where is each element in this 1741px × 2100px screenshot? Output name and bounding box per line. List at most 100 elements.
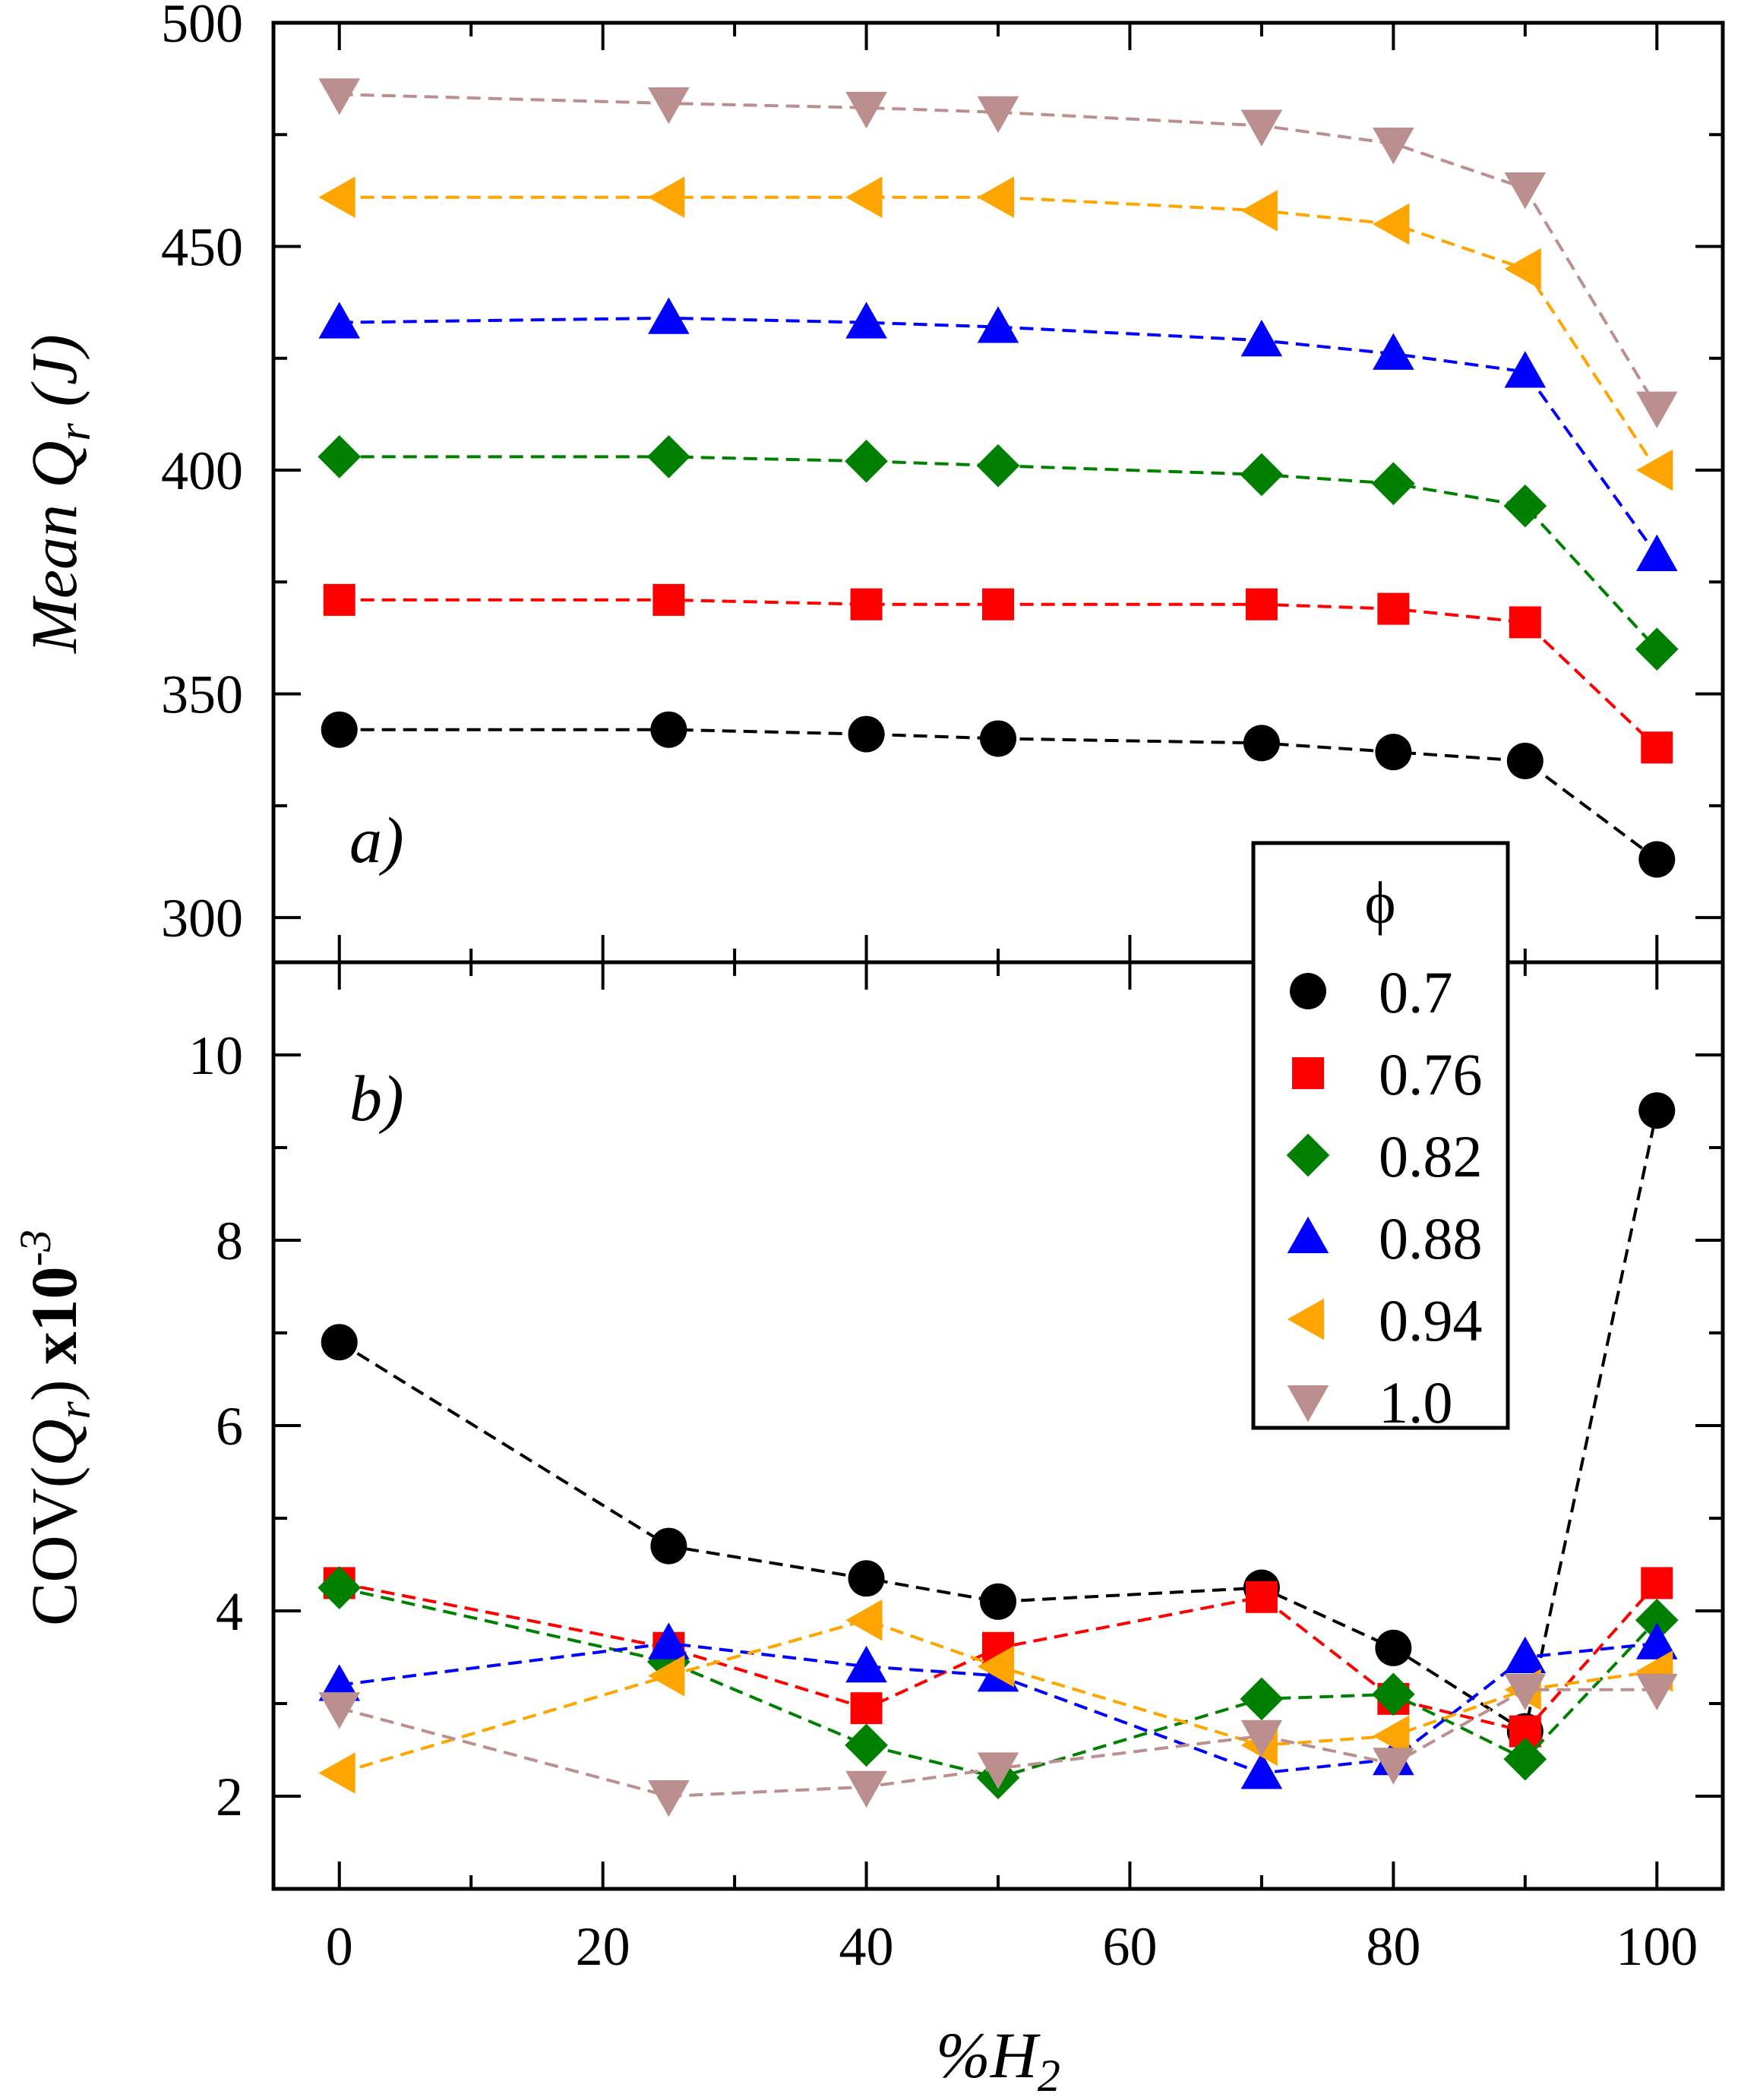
- panel-a-y-axis-title: Mean Qr (J): [17, 334, 100, 655]
- panel-a-point-0.82: [1372, 462, 1415, 506]
- panel-b-point-0.94: [1373, 1715, 1410, 1757]
- panel-b-point-1.0: [1635, 1673, 1678, 1710]
- panel-a-point-0.88: [318, 302, 361, 339]
- panel-a-series-line-1.0: [339, 93, 1658, 409]
- panel-b-point-0.7: [980, 1583, 1016, 1620]
- panel-b-ylabel-sub: r: [49, 1401, 100, 1419]
- xlabel-h: H: [990, 2019, 1041, 2092]
- panel-a: 300 350 400 450 500: [161, 0, 1723, 962]
- panel-a-point-0.82: [647, 435, 690, 478]
- panel-b-series-line-0.7: [338, 1110, 1659, 1734]
- panel-a-ylabel-sub: r: [49, 422, 100, 441]
- panel-b-y-axis-title: COV(Qr) x10-3: [11, 1230, 100, 1626]
- panel-a-point-0.82: [1503, 484, 1547, 528]
- panel-b-point-1.0: [977, 1752, 1019, 1789]
- panel-a-point-0.88: [1373, 333, 1414, 370]
- panel-b-series-line-0.82: [339, 1586, 1658, 1779]
- panel-b-ytick-label: 8: [216, 1211, 243, 1271]
- panel-a-series-line-0.82: [339, 455, 1658, 651]
- panel-a-point-0.76: [982, 588, 1014, 621]
- panel-a-point-1.0: [318, 78, 361, 115]
- panel-a-ytick-label: 450: [161, 217, 243, 278]
- panel-a-point-0.7: [848, 715, 885, 753]
- legend-box: [1251, 841, 1510, 1430]
- panel-b-point-0.82: [318, 1566, 362, 1609]
- panel-a-point-0.82: [976, 444, 1020, 488]
- legend: ϕ 0.7 0.76 0.82 0.88 0.94 1.0: [1251, 841, 1510, 1435]
- panel-a-point-0.82: [1240, 453, 1284, 497]
- panel-a-ylabel-post: (J): [17, 334, 90, 423]
- panel-a-point-0.94: [1635, 449, 1673, 491]
- panel-a-point-0.94: [1240, 190, 1278, 232]
- panel-b-ytick-label: 10: [188, 1025, 243, 1086]
- panel-b-series-line-1.0: [339, 1688, 1657, 1798]
- panel-a-ylabel-q: Q: [17, 441, 90, 488]
- panel-a-point-1.0: [1373, 128, 1414, 165]
- panel-b-point-1.0: [648, 1780, 690, 1817]
- panel-a-point-0.94: [977, 176, 1014, 219]
- panel-a-point-0.88: [648, 297, 690, 334]
- xlabel-pre: %: [936, 2019, 991, 2092]
- panel-a-ytick-label: 500: [161, 0, 243, 54]
- panel-a-point-0.94: [648, 176, 685, 219]
- legend-title: ϕ: [1364, 870, 1395, 936]
- panel-b-ylabel-pre: COV(: [17, 1467, 90, 1626]
- panel-b-label: b): [349, 1062, 404, 1135]
- panel-a-point-0.7: [980, 720, 1016, 757]
- panel-b-ylabel-sup: -3: [11, 1230, 60, 1266]
- panel-a-point-1.0: [1635, 391, 1678, 428]
- panel-b-point-0.76: [850, 1692, 883, 1725]
- panel-a-point-0.94: [1373, 203, 1410, 245]
- panel-a-point-0.7: [1243, 725, 1280, 762]
- panel-b-ylabel-post: ): [17, 1380, 90, 1402]
- panel-a-point-1.0: [1504, 172, 1547, 210]
- panel-a-point-0.76: [652, 583, 685, 616]
- panel-a-point-1.0: [977, 96, 1019, 134]
- x-tick-label: 40: [839, 1916, 894, 1977]
- panel-a-point-0.7: [1638, 841, 1676, 878]
- panel-a-point-0.82: [1635, 627, 1679, 671]
- panel-a-point-0.76: [850, 588, 883, 621]
- panel-b-point-0.82: [1240, 1677, 1284, 1721]
- panel-b-ylabel-mult: x10: [17, 1267, 90, 1365]
- panel-a-ytick-label: 400: [161, 441, 243, 501]
- panel-a-point-1.0: [845, 91, 887, 129]
- panel-b-point-0.94: [845, 1599, 883, 1641]
- panel-b-point-0.82: [1372, 1672, 1415, 1716]
- panel-b-series-line-0.76: [339, 1581, 1658, 1733]
- panel-a-ytick-label: 350: [161, 665, 243, 725]
- legend-items: 0.7 0.76 0.82 0.88 0.94 1.0: [1286, 959, 1483, 1435]
- x-tick-label: 0: [326, 1916, 353, 1977]
- legend-label-0.7: 0.7: [1379, 959, 1453, 1025]
- panel-b-point-1.0: [845, 1770, 887, 1808]
- legend-label-0.76: 0.76: [1379, 1041, 1483, 1107]
- panel-b-point-1.0: [1373, 1748, 1414, 1785]
- panel-a-series-line-0.88: [339, 316, 1658, 557]
- panel-a-point-0.7: [1375, 734, 1412, 771]
- panel-a-point-0.82: [318, 435, 362, 478]
- panel-a-point-0.94: [845, 176, 883, 219]
- panel-a-point-0.7: [650, 711, 687, 748]
- panel-b-ytick-label: 4: [216, 1581, 243, 1642]
- panel-a-label: a): [349, 804, 404, 876]
- panel-a-point-0.82: [845, 439, 888, 483]
- panel-b-point-0.88: [1240, 1752, 1283, 1789]
- panel-b-point-1.0: [1504, 1673, 1547, 1710]
- panel-a-point-0.88: [1504, 351, 1547, 388]
- panel-b-point-0.94: [318, 1752, 355, 1794]
- legend-marker-0.76: [1292, 1057, 1324, 1089]
- panel-b-point-0.7: [650, 1527, 687, 1565]
- panel-b-ytick-label: 6: [216, 1396, 243, 1457]
- legend-marker-0.88: [1287, 1216, 1329, 1253]
- panel-b-point-0.76: [1641, 1567, 1673, 1599]
- x-axis-title: %H2: [936, 2019, 1060, 2100]
- panel-a-point-0.88: [845, 302, 887, 339]
- legend-marker-0.82: [1286, 1133, 1330, 1177]
- panel-a-point-0.7: [1506, 742, 1544, 779]
- panel-b-point-1.0: [1240, 1719, 1283, 1757]
- panel-b-point-0.7: [848, 1560, 885, 1597]
- x-tick-label: 80: [1366, 1916, 1420, 1977]
- legend-marker-1.0: [1287, 1385, 1329, 1423]
- panel-a-series-line-0.7: [339, 728, 1658, 861]
